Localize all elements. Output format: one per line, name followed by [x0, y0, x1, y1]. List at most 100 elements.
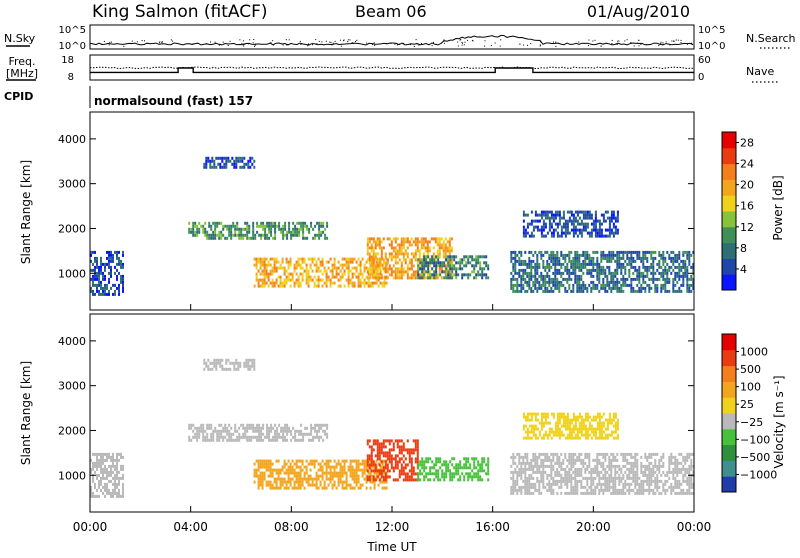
echo-cell [312, 258, 314, 261]
noise-search-dot [617, 44, 618, 45]
echo-cell [688, 492, 690, 495]
echo-cell [352, 282, 354, 285]
echo-cell [417, 273, 419, 276]
echo-cell [256, 258, 258, 261]
echo-cell [417, 264, 419, 267]
echo-cell [114, 486, 116, 489]
echo-cell [554, 287, 556, 290]
echo-cell [524, 251, 526, 254]
echo-cell [120, 453, 122, 456]
echo-cell [682, 456, 684, 459]
echo-cell [379, 445, 381, 448]
echo-cell [216, 225, 218, 228]
echo-cell [190, 424, 192, 427]
echo-cell [469, 463, 471, 466]
echo-cell [664, 290, 666, 293]
noise-search-dot [335, 41, 336, 42]
echo-cell [336, 463, 338, 466]
echo-cell [595, 226, 597, 229]
echo-cell [552, 281, 554, 284]
echo-cell [296, 487, 298, 490]
echo-cell [554, 474, 556, 477]
echo-cell [662, 489, 664, 492]
echo-cell [318, 469, 320, 472]
echo-cell [437, 243, 439, 246]
echo-cell [534, 266, 536, 269]
echo-cell [260, 237, 262, 240]
echo-cell [609, 235, 611, 238]
echo-cell [580, 486, 582, 489]
echo-cell [314, 234, 316, 237]
echo-cell [549, 434, 551, 437]
echo-cell [354, 267, 356, 270]
echo-cell [642, 263, 644, 266]
echo-cell [369, 445, 371, 448]
echo-cell [294, 475, 296, 478]
echo-cell [604, 468, 606, 471]
echo-cell [284, 472, 286, 475]
echo-cell [622, 275, 624, 278]
echo-cell [581, 223, 583, 226]
echo-cell [429, 246, 431, 249]
echo-cell [318, 439, 320, 442]
echo-cell [524, 272, 526, 275]
echo-cell [577, 419, 579, 422]
echo-cell [535, 437, 537, 440]
echo-cell [110, 480, 112, 483]
echo-cell [437, 264, 439, 267]
echo-cell [373, 439, 375, 442]
echo-cell [284, 427, 286, 430]
echo-cell [556, 480, 558, 483]
echo-cell [294, 231, 296, 234]
echo-cell [104, 495, 106, 498]
echo-cell [96, 284, 98, 287]
echo-cell [662, 462, 664, 465]
echo-cell [320, 270, 322, 273]
echo-cell [379, 264, 381, 267]
echo-cell [346, 267, 348, 270]
echo-cell [591, 425, 593, 428]
echo-cell [373, 463, 375, 466]
echo-cell [314, 258, 316, 261]
echo-cell [536, 281, 538, 284]
echo-cell [644, 489, 646, 492]
echo-cell [658, 462, 660, 465]
echo-cell [348, 261, 350, 264]
echo-cell [522, 284, 524, 287]
echo-cell [366, 282, 368, 285]
echo-cell [559, 211, 561, 214]
echo-cell [604, 272, 606, 275]
echo-cell [602, 492, 604, 495]
echo-cell [678, 492, 680, 495]
echo-cell [686, 477, 688, 480]
echo-cell [214, 231, 216, 234]
echo-cell [405, 261, 407, 264]
echo-cell [556, 278, 558, 281]
echo-cell [660, 474, 662, 477]
echo-cell [362, 469, 364, 472]
echo-cell [443, 240, 445, 243]
echo-cell [630, 263, 632, 266]
echo-cell [114, 489, 116, 492]
echo-cell [678, 266, 680, 269]
echo-cell [102, 474, 104, 477]
echo-cell [373, 252, 375, 255]
echo-cell [252, 225, 254, 228]
echo-cell [578, 284, 580, 287]
echo-cell [538, 281, 540, 284]
echo-cell [620, 251, 622, 254]
echo-cell [100, 468, 102, 471]
echo-cell [360, 282, 362, 285]
echo-cell [411, 276, 413, 279]
echo-cell [411, 469, 413, 472]
echo-cell [658, 468, 660, 471]
echo-cell [654, 465, 656, 468]
echo-cell [599, 226, 601, 229]
echo-cell [590, 486, 592, 489]
echo-cell [611, 220, 613, 223]
echo-cell [212, 237, 214, 240]
echo-cell [415, 445, 417, 448]
echo-cell [106, 471, 108, 474]
echo-cell [288, 276, 290, 279]
echo-cell [96, 477, 98, 480]
